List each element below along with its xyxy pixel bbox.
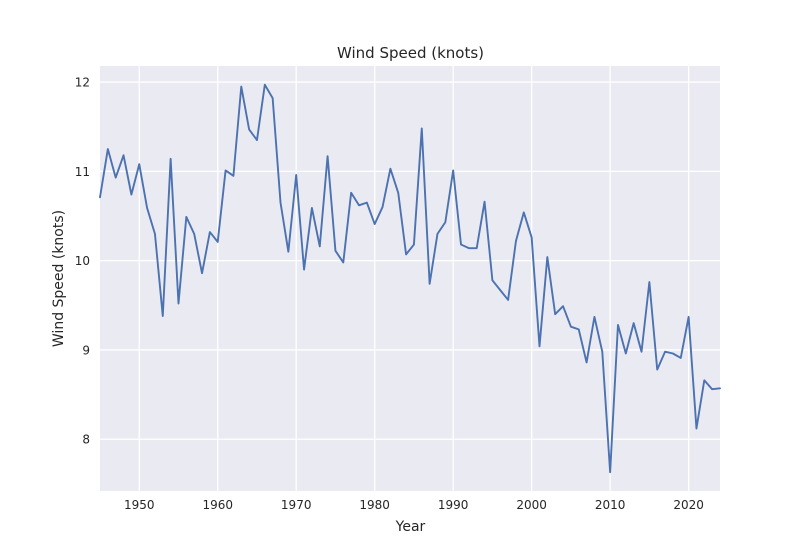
vertical-gridlines [138, 66, 690, 491]
chart-title: Wind Speed (knots) [337, 44, 484, 62]
y-tick-label: 11 [75, 165, 90, 179]
y-tick-label: 9 [82, 343, 90, 357]
x-tick-label: 1960 [202, 498, 233, 512]
y-tick-label: 8 [82, 433, 90, 447]
y-tick-label: 10 [75, 254, 90, 268]
x-tick-label: 2010 [595, 498, 626, 512]
plot-background [100, 66, 720, 491]
y-axis-label: Wind Speed (knots) [51, 210, 67, 347]
x-tick-label: 1970 [281, 498, 312, 512]
x-tick-label: 1980 [359, 498, 390, 512]
x-tick-label: 2020 [673, 498, 704, 512]
x-tick-label: 2000 [516, 498, 547, 512]
x-tick-label: 1990 [438, 498, 469, 512]
x-tick-labels: 1950 1960 1970 1980 1990 2000 2010 2020 [124, 498, 704, 512]
x-tick-label: 1950 [124, 498, 155, 512]
x-axis-label: Year [395, 519, 426, 535]
wind-speed-line [99, 83, 721, 474]
y-tick-labels: 8 9 10 11 12 [75, 76, 90, 447]
y-tick-label: 12 [75, 76, 90, 90]
